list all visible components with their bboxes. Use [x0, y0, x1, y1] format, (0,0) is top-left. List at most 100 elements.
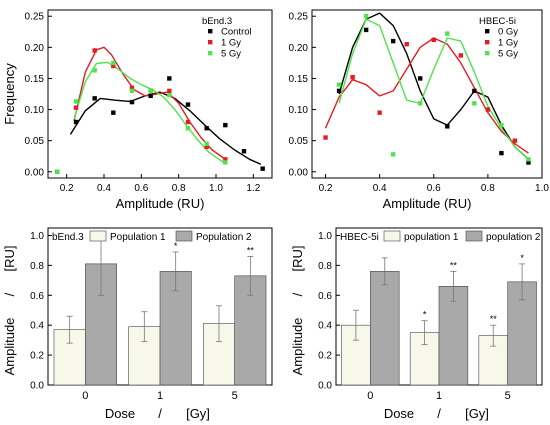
significance-mark-1: *: [174, 241, 178, 251]
fit-curve-0: [338, 12, 529, 160]
y-axis-label: Frequency: [2, 63, 17, 125]
data-point-0: [363, 27, 369, 33]
data-point-0: [390, 38, 396, 44]
legend-marker-0: [208, 29, 213, 34]
data-point-2: [223, 160, 228, 165]
x-axis-separator: /: [437, 406, 441, 421]
y-axis-title: Amplitude / [RU]: [290, 246, 305, 376]
data-point-2: [363, 14, 369, 19]
data-point-0: [129, 99, 135, 105]
y-tick-label: 0.25: [25, 12, 45, 23]
data-point-1: [92, 48, 97, 53]
data-point-2: [73, 99, 79, 104]
y-tick-label: 1.0: [318, 231, 332, 242]
data-point-1: [350, 75, 355, 80]
panel-3: 0.00.20.40.60.81.00 1***5***Dose / [Gy]Ampl…: [290, 227, 543, 421]
legend-title: HBEC-5i: [340, 232, 379, 243]
y-axis-unit: [RU]: [290, 246, 305, 272]
data-point-1: [404, 42, 409, 47]
significance-mark-1: **: [450, 260, 458, 270]
x-tick-label: 0.8: [481, 183, 495, 194]
x-tick-label: 1.2: [246, 183, 260, 194]
legend-label-0: population 1: [404, 232, 459, 243]
significance-mark-1: *: [520, 253, 524, 263]
data-point-0: [260, 166, 265, 171]
panel-2: 0.0 0.2 0.4 0.6 0.8 1.0 0 1 * 5 ** Dose / [Gy] Amplitu…: [2, 227, 273, 421]
data-point-1: [223, 157, 228, 162]
x-tick-label: 0.6: [134, 183, 148, 194]
legend-marker-1: [485, 40, 490, 45]
y-axis-unit: [RU]: [2, 246, 17, 272]
data-point-0: [336, 88, 342, 94]
data-point-1: [167, 88, 172, 94]
data-point-2: [499, 122, 504, 128]
data-point-2: [526, 157, 531, 162]
data-point-0: [111, 110, 116, 115]
data-point-2: [418, 101, 423, 106]
y-tick-label: 0.20: [289, 43, 309, 54]
legend-label-0: Control: [221, 27, 252, 38]
x-axis-separator: /: [158, 406, 162, 421]
legend-swatch-1: [175, 230, 193, 242]
data-point-1: [129, 85, 135, 90]
x-axis-label: Dose: [105, 406, 135, 421]
y-tick-label: 0.25: [289, 12, 309, 23]
x-tick-label: 1.0: [209, 183, 223, 194]
x-axis-label: Amplitude (RU): [116, 196, 205, 211]
data-point-2: [111, 60, 116, 66]
x-tick-label: 0.2: [319, 183, 333, 194]
significance-mark-0: *: [423, 310, 427, 320]
data-point-0: [148, 93, 153, 99]
significance-mark-0: **: [490, 314, 498, 324]
x-tick-label: 0: [82, 390, 88, 402]
panel-1: 0.00 0.05 0.10 0.15 0.20 0.25 0.2 0.4 0.6 0.8 1.0 A…: [289, 9, 549, 211]
panel-0: 0.00 0.05 0.10 0.15 0.20 0.25 0.2 0.4 0.6 0.8 1.0 1…: [2, 9, 273, 211]
y-tick-label: 0.2: [30, 351, 44, 362]
x-tick-label: 0.8: [172, 183, 186, 194]
y-tick-label: 0.0: [30, 381, 44, 392]
y-axis-title: Amplitude / [RU]: [2, 246, 17, 376]
data-point-1: [204, 144, 209, 150]
y-tick-label: 0.00: [289, 167, 309, 178]
data-point-2: [204, 141, 209, 146]
data-point-2: [167, 93, 172, 98]
data-point-2: [148, 88, 153, 94]
y-tick-label: 0.00: [25, 167, 45, 178]
y-axis-separator: /: [290, 292, 305, 296]
y-axis-label: Amplitude: [2, 318, 17, 376]
data-point-2: [129, 88, 135, 94]
data-point-0: [499, 150, 504, 156]
y-tick-label: 0.8: [30, 261, 44, 272]
data-point-2: [445, 31, 450, 36]
legend-label-1: 1 Gy: [498, 38, 518, 49]
data-point-0: [472, 88, 477, 94]
data-point-0: [445, 124, 450, 129]
legend-marker-0: [485, 29, 490, 34]
data-point-0: [223, 122, 228, 128]
legend-label-0: 0 Gy: [498, 27, 518, 38]
data-point-0: [418, 76, 423, 81]
y-tick-label: 0.10: [25, 105, 45, 116]
legend-marker-2: [208, 51, 213, 56]
y-axis-label: Amplitude: [290, 318, 305, 376]
legend-marker-2: [485, 51, 490, 56]
legend-swatch-1: [465, 230, 483, 242]
data-point-1: [323, 135, 328, 140]
legend-label-1: population 2: [486, 232, 541, 243]
x-axis-label: Dose: [384, 406, 414, 421]
y-tick-label: 0.10: [289, 105, 309, 116]
bar-1: [370, 271, 400, 386]
legend-swatch-0: [383, 230, 401, 242]
x-tick-label: 0.6: [427, 183, 441, 194]
x-axis-label: Amplitude (RU): [383, 196, 472, 211]
legend-swatch-0: [89, 230, 107, 242]
legend-label-0: Population 1: [110, 232, 166, 243]
x-tick-label: 5: [505, 390, 511, 402]
legend-title: bEnd.3: [52, 232, 84, 243]
y-tick-label: 0.4: [30, 321, 44, 332]
data-point-1: [485, 107, 491, 112]
legend-label-1: Population 2: [196, 232, 252, 243]
y-tick-label: 0.2: [318, 351, 332, 362]
data-point-1: [377, 110, 382, 115]
